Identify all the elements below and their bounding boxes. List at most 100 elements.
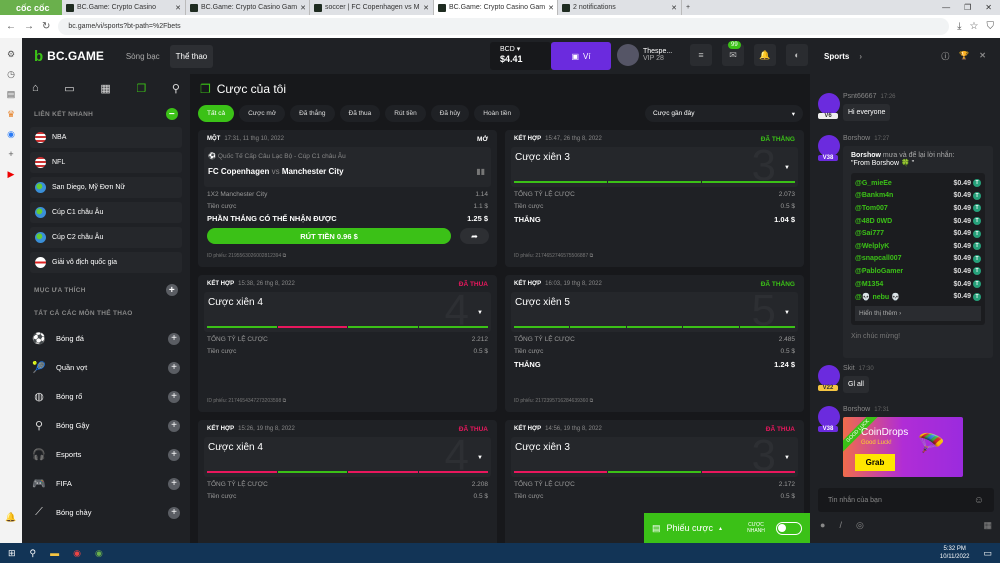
chat-username[interactable]: Skit 17:30 xyxy=(843,365,874,372)
sidebar-sport-item[interactable]: ⚲ Bóng Gậy + xyxy=(22,411,190,440)
stats-icon[interactable]: ▮▮ xyxy=(476,167,485,176)
recipient-name[interactable]: @M1354 xyxy=(855,280,884,288)
trophy-icon[interactable]: 🏆 xyxy=(959,50,970,60)
browser-logo[interactable]: cốc cốc xyxy=(0,0,62,15)
currency-selector[interactable]: BCD ▾ $4.41 xyxy=(490,42,551,70)
add-favorite-button[interactable]: + xyxy=(168,361,180,374)
chrome-icon[interactable]: ◉ xyxy=(73,547,81,558)
bell-icon[interactable]: 🔔 xyxy=(754,44,776,66)
user-profile[interactable]: Thespe... VIP 28 xyxy=(617,44,672,66)
tab-close-icon[interactable]: ✕ xyxy=(423,4,429,12)
filter-tab[interactable]: Đã hủy xyxy=(430,105,470,122)
home-icon[interactable]: ⌂ xyxy=(32,82,39,94)
filter-tab[interactable]: Đã thua xyxy=(339,105,381,122)
browser-tab[interactable]: 2 notifications ✕ xyxy=(558,0,682,15)
recipient-name[interactable]: @Bankm4n xyxy=(855,192,894,200)
recipient-name[interactable]: @snapcall007 xyxy=(855,255,902,263)
parlay-expander[interactable]: Cược xiên 3 3 ▼ xyxy=(511,147,798,187)
forward-icon[interactable]: → xyxy=(24,21,34,32)
quick-link[interactable]: Cúp C1 châu Âu xyxy=(30,202,182,223)
parlay-expander[interactable]: Cược xiên 4 4 ▼ xyxy=(204,292,491,332)
share-button[interactable]: ➦ xyxy=(460,228,489,244)
collapse-button[interactable]: − xyxy=(166,108,178,120)
new-tab-button[interactable]: + xyxy=(686,4,691,11)
quick-bet-toggle[interactable] xyxy=(776,521,802,535)
tab-close-icon[interactable]: ✕ xyxy=(671,4,677,12)
browser-tab[interactable]: BC.Game: Crypto Casino Gam ✕ xyxy=(434,0,558,15)
keyboard-icon[interactable]: ▦ xyxy=(983,520,992,530)
star-icon[interactable]: ☆ xyxy=(969,21,979,32)
copy-icon[interactable]: ⧉ xyxy=(589,398,594,404)
sidebar-sport-item[interactable]: ⚽ Bóng đá + xyxy=(22,324,190,353)
add-favorite-button[interactable]: + xyxy=(166,284,178,296)
quick-link[interactable]: NBA xyxy=(30,127,182,148)
browser-tab[interactable]: soccer | FC Copenhagen vs M ✕ xyxy=(310,0,434,15)
mail-icon[interactable]: ✉ xyxy=(722,44,744,66)
bell-icon[interactable]: 🔔 xyxy=(5,511,17,522)
sidebar-sport-item[interactable]: ◍ Bóng rổ + xyxy=(22,382,190,411)
chat-icon[interactable]: ◐ xyxy=(786,44,808,66)
download-icon[interactable]: ⤓ xyxy=(957,21,962,32)
copy-icon[interactable]: ⧉ xyxy=(282,253,287,259)
copy-icon[interactable]: ⧉ xyxy=(282,398,287,404)
nav-sports[interactable]: Thể thao xyxy=(169,44,214,68)
minimize-button[interactable]: — xyxy=(942,3,951,12)
back-icon[interactable]: ← xyxy=(6,21,16,32)
recipient-name[interactable]: @Sai777 xyxy=(855,230,885,238)
sidebar-sport-item[interactable]: 🎮 FIFA + xyxy=(22,469,190,498)
filter-tab[interactable]: Đã thắng xyxy=(290,105,335,122)
recipient-name[interactable]: @WelplyK xyxy=(855,242,890,250)
emoji-icon[interactable]: ☺ xyxy=(973,494,984,506)
tab-close-icon[interactable]: ✕ xyxy=(175,4,181,12)
chat-username[interactable]: Borshow 17:31 xyxy=(843,406,889,413)
my-bets-icon[interactable]: ❐ xyxy=(136,83,147,95)
tab-close-icon[interactable]: ✕ xyxy=(548,4,554,12)
browser-tab[interactable]: BC.Game: Crypto Casino ✕ xyxy=(62,0,186,15)
live-icon[interactable]: ▭ xyxy=(64,83,75,95)
sort-dropdown[interactable]: Cược gần đây ▾ xyxy=(645,105,803,122)
start-icon[interactable]: ⊞ xyxy=(8,547,16,558)
chat-username[interactable]: Psnt66667 17:26 xyxy=(843,93,896,100)
history-icon[interactable]: ◷ xyxy=(7,68,15,79)
match-info[interactable]: ⚽ Quốc Tế Cấp Câu Lạc Bộ - Cúp C1 châu Â… xyxy=(204,147,491,187)
add-favorite-button[interactable]: + xyxy=(168,506,180,519)
messenger-icon[interactable]: ◉ xyxy=(7,128,15,139)
recipient-name[interactable]: @48D 0WD xyxy=(855,217,893,225)
close-window-button[interactable]: ✕ xyxy=(985,3,992,12)
avatar[interactable] xyxy=(818,406,840,428)
chat-username[interactable]: Borshow 17:27 xyxy=(843,135,889,142)
settings-icon[interactable]: ⚙ xyxy=(6,48,16,59)
tab-close-icon[interactable]: ✕ xyxy=(300,4,306,12)
plus-icon[interactable]: + xyxy=(8,149,14,159)
chat-channel[interactable]: Sports xyxy=(824,51,850,61)
url-input[interactable]: bc.game/vi/sports?bt-path=%2Fbets xyxy=(58,18,950,35)
shield-icon[interactable]: ⛉ xyxy=(986,21,995,32)
add-favorite-button[interactable]: + xyxy=(168,419,180,432)
browser-tab[interactable]: BC.Game: Crypto Casino Gam ✕ xyxy=(186,0,310,15)
add-favorite-button[interactable]: + xyxy=(168,332,180,345)
avatar[interactable] xyxy=(818,365,840,387)
sidebar-sport-item[interactable]: 🎧 Esports + xyxy=(22,440,190,469)
notification-center-icon[interactable]: ▭ xyxy=(983,547,992,558)
crown-icon[interactable]: ♛ xyxy=(6,108,16,119)
reload-icon[interactable]: ↻ xyxy=(42,21,51,32)
nav-casino[interactable]: Sòng bạc xyxy=(125,51,160,61)
recipient-name[interactable]: @G_mieEe xyxy=(855,179,892,187)
add-favorite-button[interactable]: + xyxy=(168,390,180,403)
wallet-button[interactable]: ▣ Ví xyxy=(551,42,611,70)
youtube-icon[interactable]: ▶ xyxy=(7,168,15,179)
sidebar-sport-item[interactable]: 🎾 Quần vợt + xyxy=(22,353,190,382)
parlay-expander[interactable]: Cược xiên 4 4 ▼ xyxy=(204,437,491,477)
parlay-expander[interactable]: Cược xiên 3 3 ▼ xyxy=(511,437,798,477)
copy-icon[interactable]: ⧉ xyxy=(589,253,594,259)
search-icon[interactable]: ⚲ xyxy=(171,83,180,95)
maximize-button[interactable]: ❐ xyxy=(964,3,972,12)
quick-link[interactable]: NFL xyxy=(30,152,182,173)
file-explorer-icon[interactable]: ▬ xyxy=(50,548,60,558)
coin-icon[interactable]: ● xyxy=(820,520,826,530)
bc-game-logo[interactable]: b BC.GAME xyxy=(34,47,104,65)
quick-link[interactable]: Cúp C2 châu Âu xyxy=(30,227,182,248)
bet-slip-bar[interactable]: ▤ Phiếu cược ▴ CƯỢC NHANH xyxy=(644,513,810,543)
recipient-name[interactable]: @Tom007 xyxy=(855,204,888,212)
info-icon[interactable]: ⓘ xyxy=(941,51,950,61)
